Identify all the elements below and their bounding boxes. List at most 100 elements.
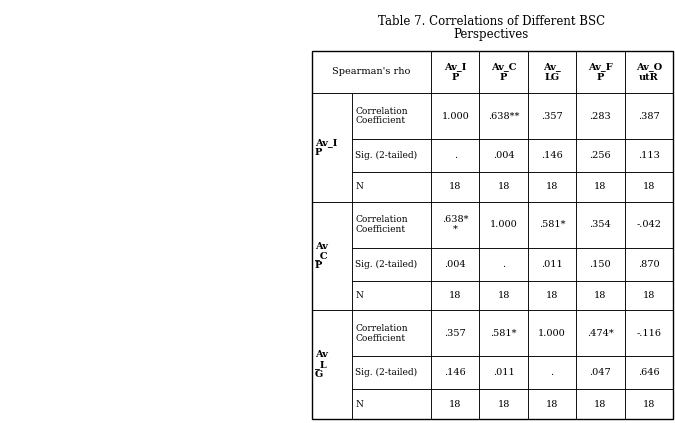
Text: .047: .047 [589,368,612,377]
Text: Sig. (2-tailed): Sig. (2-tailed) [355,368,417,377]
Text: .011: .011 [541,260,563,269]
Text: .638*
*: .638* * [442,215,468,234]
Text: Correlation
Coefficient: Correlation Coefficient [355,324,408,343]
Bar [624,93,673,139]
Text: .146: .146 [541,151,563,160]
Bar [352,310,431,356]
Text: 18: 18 [546,182,558,192]
Text: 1.000: 1.000 [441,112,469,121]
Bar [624,281,673,310]
Text: .474*: .474* [587,329,614,338]
Bar [352,281,431,310]
Bar [352,389,431,419]
Text: .354: .354 [589,220,612,229]
Text: 18: 18 [546,291,558,300]
Text: 1.000: 1.000 [490,220,518,229]
Bar [528,281,576,310]
Bar [431,51,479,93]
Text: 18: 18 [643,400,655,409]
Text: Correlation
Coefficient: Correlation Coefficient [355,107,408,126]
Text: Av
_C
P: Av _C P [315,242,328,270]
Bar [352,139,431,172]
Text: Table 7. Correlations of Different BSC: Table 7. Correlations of Different BSC [378,15,605,28]
Bar [576,310,624,356]
Bar [576,202,624,247]
Bar [352,202,431,247]
Bar [479,172,528,202]
Bar [479,247,528,281]
Text: Av_C
P: Av_C P [491,62,516,82]
Bar [431,139,479,172]
Bar [479,139,528,172]
Text: Sig. (2-tailed): Sig. (2-tailed) [355,151,417,160]
Bar [479,389,528,419]
Bar [624,172,673,202]
Text: 18: 18 [449,291,462,300]
Text: .357: .357 [541,112,563,121]
Text: -.042: -.042 [637,220,662,229]
Bar [576,139,624,172]
Text: .146: .146 [444,368,466,377]
Text: N: N [355,182,363,192]
Text: .581*: .581* [490,329,517,338]
Text: .870: .870 [638,260,659,269]
Bar [312,310,352,419]
Bar [479,51,528,93]
Bar [479,356,528,389]
Bar [352,356,431,389]
Text: .: . [502,260,505,269]
Bar [431,202,479,247]
Text: -.116: -.116 [637,329,662,338]
Bar [479,93,528,139]
Bar [528,356,576,389]
Text: Correlation
Coefficient: Correlation Coefficient [355,215,408,234]
Text: Av_
LG: Av_ LG [543,62,561,82]
Bar [431,389,479,419]
Text: .004: .004 [444,260,466,269]
Bar [624,310,673,356]
Bar [624,356,673,389]
Bar [624,247,673,281]
Text: 18: 18 [594,182,607,192]
Bar [352,93,431,139]
Text: .: . [454,151,457,160]
Text: N: N [355,291,363,300]
Text: 18: 18 [643,182,655,192]
Text: Perspectives: Perspectives [454,28,529,41]
Text: Av_I
P: Av_I P [315,138,338,157]
Bar [576,172,624,202]
Bar [479,281,528,310]
Text: Av_O
utR: Av_O utR [636,62,662,82]
Bar [431,93,479,139]
Bar [576,51,624,93]
Bar [624,202,673,247]
Bar [312,202,352,310]
Bar [431,310,479,356]
Bar [479,310,528,356]
Text: Av_I
P: Av_I P [444,62,466,82]
Text: .: . [550,368,554,377]
Bar [312,51,431,93]
Text: .357: .357 [444,329,466,338]
Bar [528,139,576,172]
Text: .004: .004 [493,151,514,160]
Bar [528,51,576,93]
Bar [431,247,479,281]
Bar [431,172,479,202]
Text: Spearman's rho: Spearman's rho [332,67,410,77]
Text: .638**: .638** [488,112,519,121]
Bar [576,281,624,310]
Text: 18: 18 [643,291,655,300]
Bar [528,172,576,202]
Text: 18: 18 [497,182,510,192]
Text: 18: 18 [594,400,607,409]
Text: Av
_L
G: Av _L G [315,350,328,379]
Bar [576,389,624,419]
Bar [528,389,576,419]
Text: 18: 18 [497,400,510,409]
Bar [431,356,479,389]
Text: N: N [355,400,363,409]
Text: Av_F
P: Av_F P [588,62,613,82]
Text: .387: .387 [638,112,659,121]
Bar [479,202,528,247]
